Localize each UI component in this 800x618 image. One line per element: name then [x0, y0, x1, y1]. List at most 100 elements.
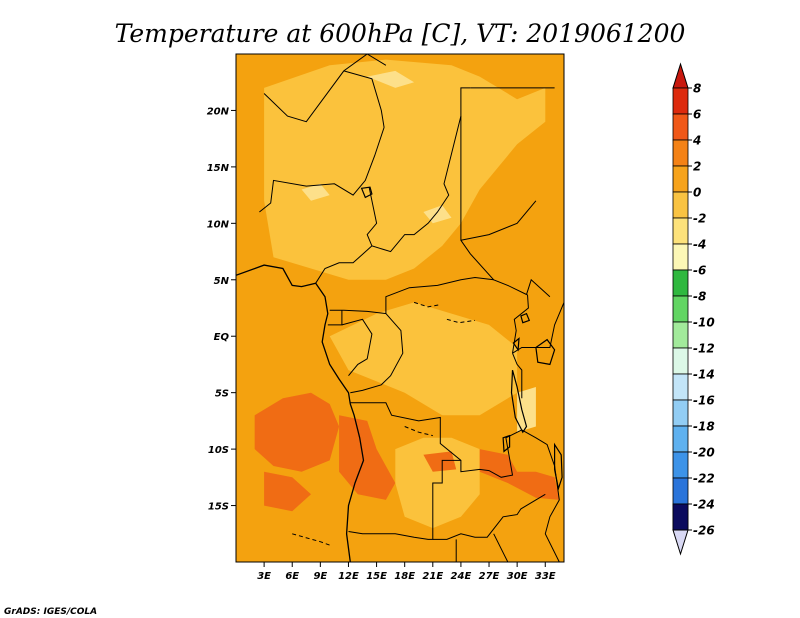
colorbar-label-13: -18	[693, 420, 715, 434]
map-frame	[235, 53, 565, 563]
lake-outline-2	[553, 442, 563, 491]
lon-tick-label-8: 27E	[479, 571, 500, 582]
lon-tick-label-3: 12E	[338, 571, 359, 582]
border-line-8	[315, 245, 373, 284]
lake-outline-0	[510, 369, 528, 434]
colorbar-swatch-2	[672, 139, 689, 167]
longitude-axis: 3E 6E 9E 12E 15E 18E 21E 24E 27E 30E 33E	[257, 562, 556, 582]
colorbar-top-arrow	[672, 62, 689, 89]
colorbar-label-11: -14	[693, 368, 715, 382]
border-line-12	[350, 402, 523, 478]
colorbar-bottom-arrow	[672, 529, 689, 556]
border-line-1	[263, 54, 387, 123]
lon-tick-label-10: 33E	[535, 571, 556, 582]
border-line-20	[512, 294, 529, 354]
border-line-11	[350, 313, 404, 394]
colorbar-swatch-5	[672, 217, 689, 245]
hot-region-0	[254, 392, 340, 472]
lon-tick-label-9: 30E	[507, 571, 528, 582]
border-line-3	[366, 87, 471, 253]
river-line-1	[413, 301, 441, 308]
hot-region-3	[479, 449, 560, 500]
hot-region-2	[339, 415, 396, 500]
colorbar-label-6: -4	[693, 238, 706, 252]
colorbar-label-1: 6	[693, 108, 701, 122]
river-line-0	[404, 426, 433, 437]
lat-tick-label-5: 5S	[215, 389, 229, 400]
pale-region-2	[423, 205, 452, 224]
colorbar-swatch-0	[672, 87, 689, 115]
colorbar-swatch-13	[672, 425, 689, 453]
border-line-18	[512, 302, 564, 354]
colorbar-swatch-9	[672, 321, 689, 349]
colorbar-swatch-10	[672, 347, 689, 375]
colorbar-label-10: -12	[693, 342, 715, 356]
colorbar-swatch-1	[672, 113, 689, 141]
lat-tick-label-3: 5N	[214, 276, 230, 287]
hot-region-4	[423, 451, 457, 472]
border-line-4	[460, 116, 551, 298]
border-line-19	[512, 353, 523, 399]
warm-region-0	[264, 59, 546, 280]
colorbar-label-0: 8	[693, 82, 701, 96]
lake-outline-6	[360, 186, 373, 199]
pale-region-0	[367, 70, 415, 88]
colorbar-label-12: -16	[693, 394, 715, 408]
lat-tick-label-2: 10N	[207, 219, 230, 230]
lake-outline-1	[535, 338, 556, 366]
lon-tick-label-2: 9E	[313, 571, 327, 582]
map-panel: 20N 15N 10N 5N EQ 5S 10S 15S 3E 6E 9E 12E 15E 18E 21E…	[207, 53, 565, 582]
border-line-14	[432, 493, 546, 540]
lake-outline-3	[502, 434, 511, 453]
river-line-2	[446, 318, 476, 324]
lat-tick-label-1: 15N	[207, 163, 230, 174]
figure-title: Temperature at 600hPa [C], VT: 201906120…	[115, 19, 686, 48]
pale-region-1	[301, 183, 330, 201]
colorbar-label-2: 4	[692, 134, 701, 148]
coastline-0	[236, 264, 365, 562]
lon-tick-label-0: 3E	[257, 571, 271, 582]
border-line-10	[341, 318, 373, 377]
lon-tick-label-7: 24E	[451, 571, 472, 582]
colorbar-swatch-8	[672, 295, 689, 323]
colorbar-swatch-7	[672, 269, 689, 297]
colorbar-swatch-4	[672, 191, 689, 219]
colorbar-swatch-14	[672, 451, 689, 479]
colorbar-swatch-15	[672, 477, 689, 505]
border-line-13	[348, 459, 461, 540]
country-borders	[236, 54, 564, 562]
latitude-axis: 20N 15N 10N 5N EQ 5S 10S 15S	[207, 106, 236, 513]
colorbar-swatch-6	[672, 243, 689, 271]
lat-tick-label-0: 20N	[207, 106, 230, 117]
colorbar-swatch-3	[672, 165, 689, 193]
colorbar-label-16: -24	[693, 498, 715, 512]
colorbar-label-15: -22	[693, 472, 715, 486]
lat-tick-label-6: 10S	[208, 445, 229, 456]
hot-region-1	[264, 471, 311, 512]
colorbar-label-14: -20	[693, 446, 715, 460]
grads-credit: GrADS: IGES/COLA	[4, 607, 97, 617]
border-line-7	[329, 276, 494, 315]
border-line-0	[343, 70, 385, 128]
colorbar-label-9: -10	[693, 316, 715, 330]
lat-tick-label-4: EQ	[214, 332, 230, 343]
warm-region-1	[329, 302, 518, 416]
temperature-field-regions	[254, 59, 560, 529]
colorbar-swatch-11	[672, 373, 689, 401]
colorbar-label-17: -26	[693, 524, 715, 538]
lon-tick-label-5: 18E	[394, 571, 415, 582]
lon-tick-label-6: 21E	[422, 571, 443, 582]
colorbar-label-4: 0	[693, 186, 701, 200]
lake-outline-4	[512, 337, 520, 352]
colorbar-swatch-lowest	[672, 503, 689, 531]
lake-outline-5	[520, 312, 531, 324]
colorbar-label-5: -2	[693, 212, 706, 226]
river-line-3	[292, 533, 330, 546]
border-line-2	[259, 127, 385, 213]
border-line-16	[493, 533, 509, 562]
colorbar-label-7: -6	[693, 264, 706, 278]
colorbar-label-8: -8	[693, 290, 706, 304]
lon-tick-label-4: 15E	[366, 571, 387, 582]
colorbar-swatch-12	[672, 399, 689, 427]
